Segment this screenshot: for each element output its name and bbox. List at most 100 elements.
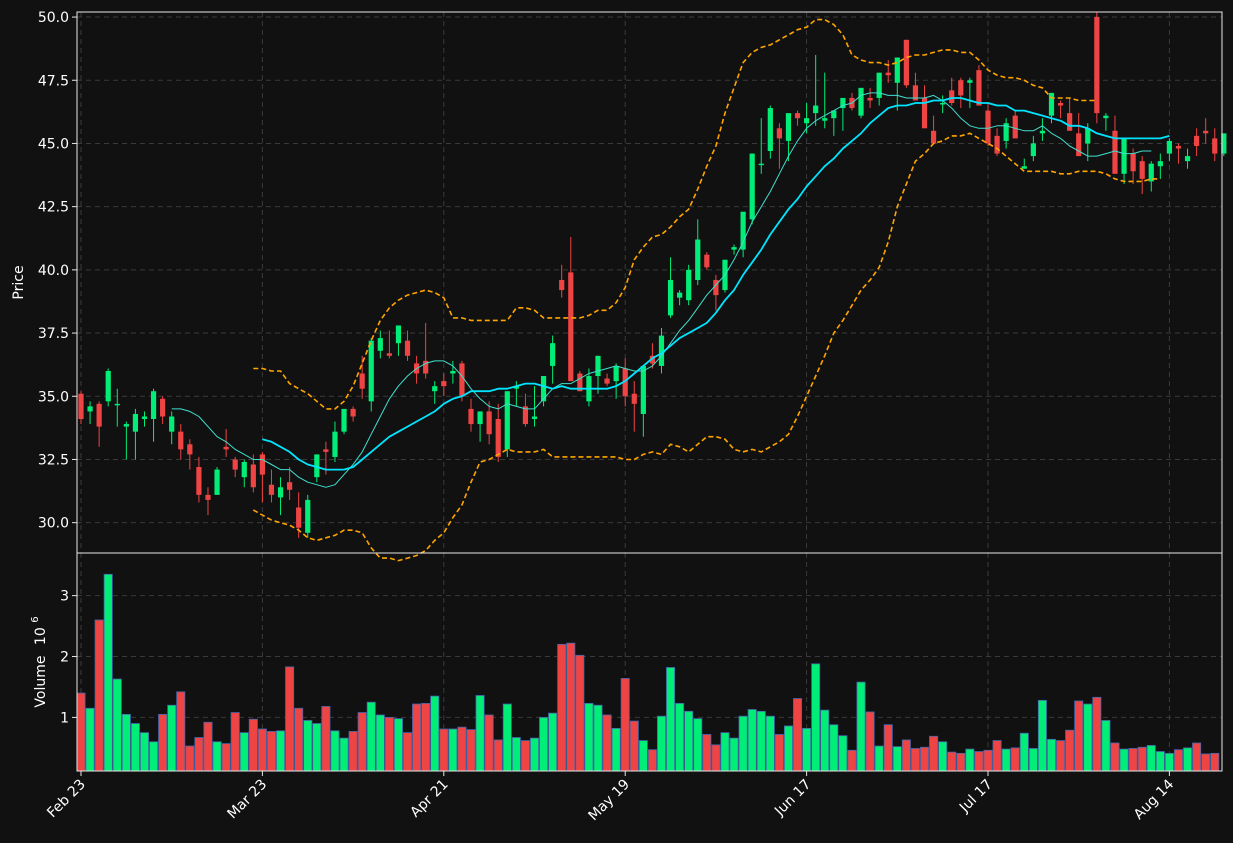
- candle: [160, 396, 166, 425]
- volume-bar: [130, 723, 140, 772]
- candle: [268, 469, 275, 503]
- volume-bar: [656, 715, 666, 772]
- candle-body: [785, 113, 792, 141]
- candle: [695, 219, 701, 286]
- candle: [758, 118, 764, 174]
- candle-body: [232, 459, 238, 470]
- candle-body: [1157, 161, 1163, 167]
- volume-bar: [638, 740, 648, 772]
- candle-body: [540, 376, 547, 402]
- candle: [912, 72, 919, 101]
- candle-body: [1194, 135, 1200, 146]
- candle: [831, 110, 837, 136]
- price-y-tick-label: 35.0: [38, 389, 69, 405]
- candle: [649, 343, 656, 369]
- candle-body: [559, 279, 565, 291]
- volume-bar: [602, 714, 612, 772]
- volume-bar: [457, 726, 467, 772]
- candle-body: [504, 391, 510, 450]
- volume-bar: [412, 703, 422, 772]
- volume-bar: [557, 643, 567, 772]
- candle-body: [1121, 138, 1127, 174]
- candle-body: [495, 419, 501, 457]
- volume-bar: [720, 732, 730, 772]
- volume-bar: [1010, 747, 1020, 772]
- candle: [114, 388, 120, 427]
- candle: [876, 72, 882, 106]
- candle-body: [1203, 130, 1209, 134]
- candle-body: [985, 110, 991, 144]
- bollinger-lower-line: [252, 132, 1161, 562]
- volume-bar: [1065, 729, 1075, 772]
- candle-body: [649, 355, 656, 364]
- candle-body: [967, 80, 973, 83]
- candle-body: [169, 416, 175, 432]
- candle: [259, 451, 265, 503]
- volume-bar: [1037, 699, 1047, 772]
- volume-bar: [629, 720, 639, 772]
- candle-body: [123, 424, 129, 427]
- candle-body: [921, 97, 928, 129]
- candle-body: [858, 87, 864, 116]
- volume-y-ticks: 1 2 3: [60, 589, 77, 726]
- candle: [1157, 153, 1163, 179]
- candle: [486, 401, 492, 445]
- candle: [767, 105, 773, 159]
- candle-body: [105, 370, 111, 402]
- candle-body: [368, 340, 374, 402]
- volume-bar: [176, 691, 186, 772]
- volume-y-tick-label: 2: [60, 650, 69, 666]
- candle: [359, 355, 365, 399]
- candle-body: [749, 153, 755, 220]
- candle-body: [377, 338, 383, 351]
- candle-body: [940, 103, 946, 105]
- candle-body: [531, 416, 538, 420]
- candle: [150, 388, 157, 442]
- volume-bar: [76, 692, 86, 772]
- candle-body: [287, 482, 293, 490]
- candle: [613, 363, 619, 399]
- price-y-tick-label: 47.5: [38, 73, 69, 89]
- candle: [1175, 143, 1182, 164]
- candle-body: [178, 431, 184, 450]
- candle-body: [187, 444, 193, 455]
- candle-body: [114, 403, 120, 406]
- volume-bar: [947, 751, 957, 772]
- candle: [595, 355, 601, 394]
- volume-bar: [747, 709, 757, 772]
- candle: [1012, 110, 1018, 139]
- candle-body: [831, 110, 837, 119]
- candle: [894, 57, 900, 111]
- volume-bar: [920, 746, 930, 772]
- volume-bar: [276, 730, 286, 772]
- candle: [604, 373, 610, 387]
- candle: [241, 459, 247, 488]
- volume-bar: [366, 701, 376, 772]
- candle: [722, 259, 728, 293]
- volume-bar: [484, 714, 494, 772]
- candle-body: [677, 292, 683, 298]
- candle-body: [731, 247, 737, 250]
- candle: [395, 325, 402, 356]
- price-y-tick-label: 30.0: [38, 516, 69, 532]
- candle-body: [976, 70, 982, 106]
- volume-axis-multiplier-exponent: 6: [30, 616, 41, 622]
- volume-bars: [76, 573, 1220, 772]
- volume-bar: [1028, 748, 1038, 772]
- volume-bar: [910, 748, 920, 772]
- volume-bar: [285, 666, 295, 772]
- candle: [441, 373, 447, 397]
- candle-body: [894, 57, 900, 83]
- price-y-ticks: 30.0 32.5 35.0 37.5 40.0 42.5 45.0 47.5 50.0: [38, 10, 77, 532]
- volume-bar: [203, 721, 213, 772]
- candle-body: [96, 403, 102, 427]
- candle: [141, 411, 148, 427]
- volume-bar: [384, 717, 394, 772]
- candle: [531, 386, 538, 427]
- volume-bar: [430, 695, 440, 772]
- candle: [858, 87, 864, 119]
- volume-bar: [738, 715, 748, 772]
- price-candles: [78, 12, 1227, 538]
- candle-body: [522, 406, 529, 425]
- volume-bar: [185, 745, 195, 772]
